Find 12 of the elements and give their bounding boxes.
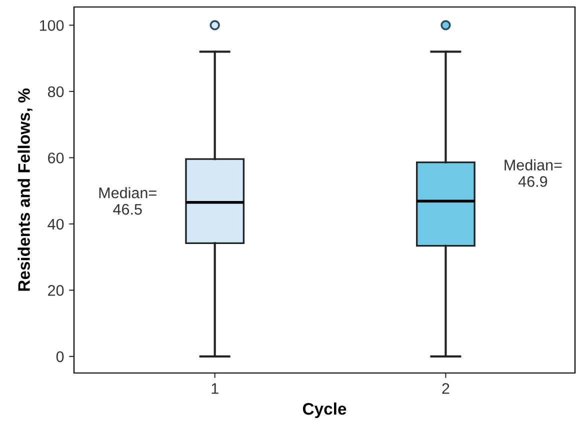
x-tick-label: 2 [442, 383, 450, 394]
y-tick-label: 0 [56, 351, 64, 362]
y-tick-label: 20 [48, 285, 64, 296]
y-tick-label: 40 [48, 218, 64, 230]
annotation: Median= 46.9 [504, 159, 562, 187]
x-tick-label: 1 [212, 383, 218, 394]
x-axis-title: Cycle [302, 402, 346, 418]
y-tick-label: 100 [40, 20, 64, 31]
y-tick-label: 60 [48, 152, 64, 164]
annotation: Median= 46.5 [99, 187, 156, 215]
y-tick-label: 80 [48, 86, 64, 98]
y-axis-title: Residents and Fellows, % [18, 88, 32, 291]
